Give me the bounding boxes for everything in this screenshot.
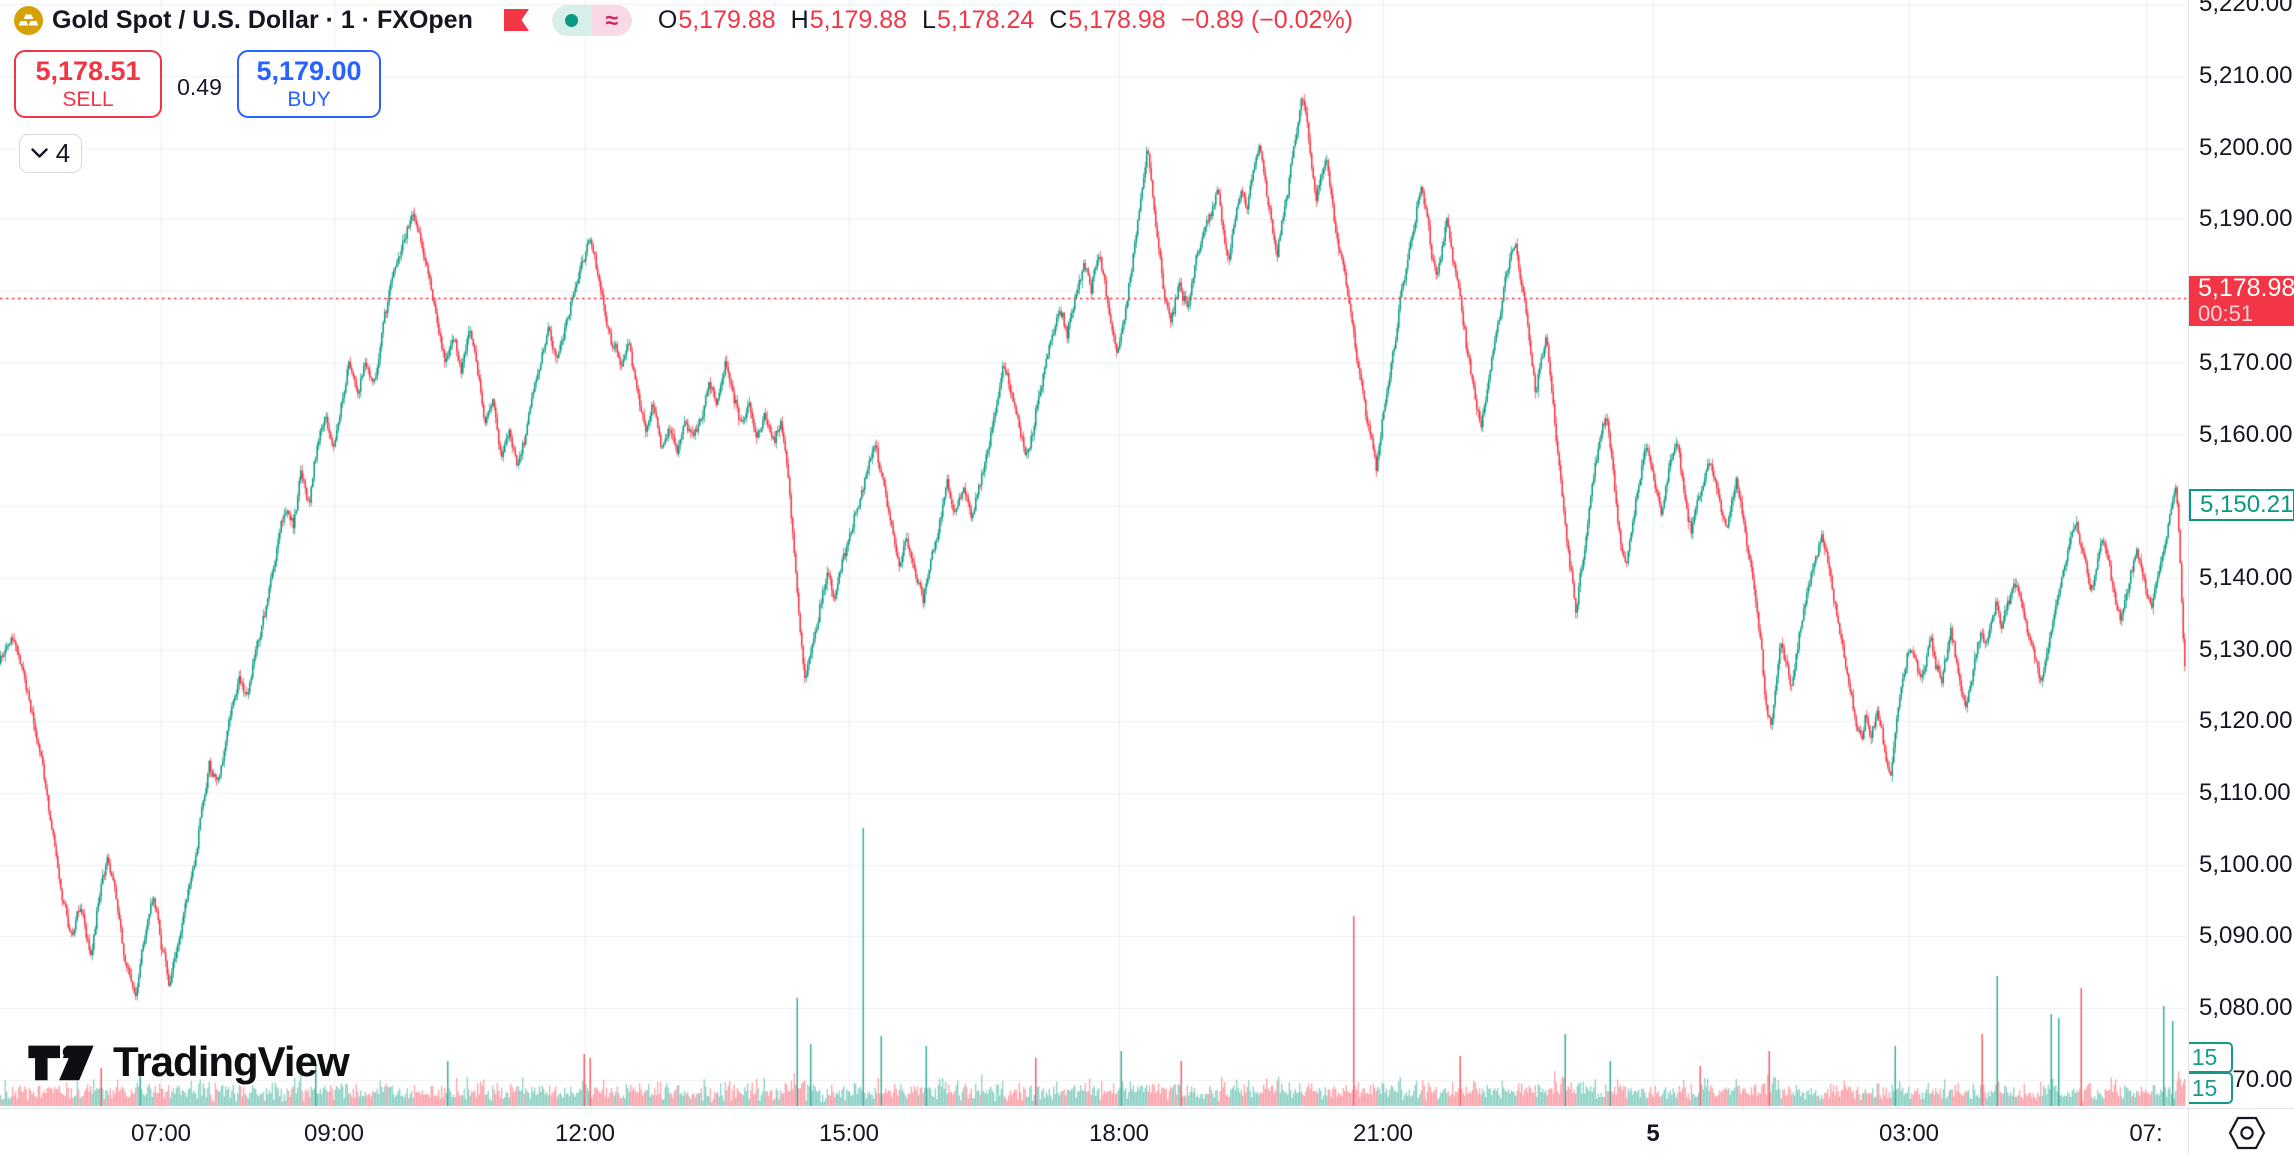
price-axis[interactable]: 5,070.00 5,080.00 5,090.00 5,100.00 5,110.00… bbox=[2188, 0, 2294, 1108]
price-axis-label: 5,120.00 bbox=[2199, 707, 2293, 734]
sell-button[interactable]: 5,178.51 SELL bbox=[14, 50, 162, 118]
tradingview-logo-icon bbox=[28, 1045, 94, 1081]
chevron-down-icon bbox=[31, 148, 48, 158]
time-axis-label: 12:00 bbox=[554, 1120, 616, 1147]
time-axis-label: 18:00 bbox=[1088, 1120, 1150, 1147]
time-axis-label: 03:00 bbox=[1878, 1120, 1940, 1147]
axis-corner-separator bbox=[2188, 1109, 2189, 1155]
legend-open-value: 5,179.88 bbox=[678, 5, 776, 34]
market-status-dot-section bbox=[551, 4, 592, 36]
tradingview-logo[interactable]: TradingView bbox=[25, 1038, 350, 1086]
symbol-title[interactable]: Gold Spot / U.S. Dollar · 1 · FXOpen bbox=[52, 5, 473, 34]
legend-close: C 5,178.98 bbox=[1049, 6, 1165, 35]
time-axis-label: 07:00 bbox=[130, 1120, 192, 1147]
flag-icon[interactable] bbox=[503, 8, 530, 32]
price-axis-label: 5,130.00 bbox=[2199, 636, 2293, 663]
legend-open: O 5,179.88 bbox=[658, 6, 776, 35]
price-axis-label: 5,220.00 bbox=[2199, 0, 2293, 17]
candle-count-value: 4 bbox=[55, 138, 71, 168]
buy-button[interactable]: 5,179.00 BUY bbox=[237, 50, 381, 118]
price-axis-label: 5,200.00 bbox=[2199, 134, 2293, 161]
candle-count-dropdown[interactable]: 4 bbox=[19, 134, 82, 173]
price-axis-label: 5,100.00 bbox=[2199, 851, 2293, 878]
time-axis-label: 09:00 bbox=[303, 1120, 365, 1147]
gold-symbol-icon bbox=[14, 5, 43, 35]
time-axis[interactable]: 07:00 09:00 12:00 15:00 18:00 21:00 5 03:00 07: bbox=[0, 1108, 2294, 1155]
volume-scale-label: 15 bbox=[2189, 1072, 2233, 1104]
price-axis-label: 5,170.00 bbox=[2199, 349, 2293, 376]
sell-price: 5,178.51 bbox=[35, 55, 141, 86]
market-open-dot-icon bbox=[565, 13, 579, 27]
buy-label: BUY bbox=[287, 87, 331, 111]
indicator-price-label: 5,150.21 bbox=[2189, 489, 2294, 521]
last-price-value: 5,178.98 bbox=[2198, 274, 2294, 303]
price-axis-label: 5,210.00 bbox=[2199, 62, 2293, 89]
symbol-header: Gold Spot / U.S. Dollar · 1 · FXOpen ≈ O… bbox=[14, 4, 1353, 36]
buy-price: 5,179.00 bbox=[256, 55, 362, 86]
legend-high-value: 5,179.88 bbox=[809, 5, 908, 34]
legend-low-value: 5,178.24 bbox=[936, 5, 1035, 34]
market-status-pill[interactable]: ≈ bbox=[551, 4, 632, 36]
tradingview-logo-text: TradingView bbox=[113, 1038, 350, 1085]
time-axis-label: 21:00 bbox=[1352, 1120, 1414, 1147]
legend-open-key: O bbox=[657, 5, 678, 34]
legend-close-key: C bbox=[1049, 5, 1068, 34]
legend-change: −0.89 (−0.02%) bbox=[1180, 5, 1353, 34]
chart-pane[interactable]: Gold Spot / U.S. Dollar · 1 · FXOpen ≈ O… bbox=[0, 0, 2188, 1108]
indicator-price-value: 5,150.21 bbox=[2200, 491, 2294, 518]
time-axis-label: 15:00 bbox=[818, 1120, 880, 1147]
volume-scale-label: 15 bbox=[2189, 1042, 2233, 1073]
legend-high-key: H bbox=[790, 5, 809, 34]
price-axis-label: 5,080.00 bbox=[2199, 994, 2293, 1021]
bar-countdown: 00:51 bbox=[2198, 300, 2254, 326]
candlestick-canvas[interactable] bbox=[0, 0, 2188, 1108]
legend-high: H 5,179.88 bbox=[791, 6, 907, 35]
spread-value: 0.49 bbox=[177, 74, 222, 100]
price-axis-label: 5,190.00 bbox=[2199, 205, 2293, 232]
time-axis-label: 5 bbox=[1646, 1120, 1660, 1147]
price-axis-label: 5,090.00 bbox=[2199, 922, 2293, 949]
price-axis-label: 5,140.00 bbox=[2199, 564, 2293, 591]
last-price-label: 5,178.98 00:51 bbox=[2189, 274, 2294, 326]
approx-prices-icon: ≈ bbox=[605, 6, 619, 33]
price-axis-label: 5,160.00 bbox=[2199, 421, 2293, 448]
axis-settings-gear-icon[interactable] bbox=[2228, 1115, 2266, 1151]
legend-close-value: 5,178.98 bbox=[1068, 5, 1166, 34]
ohlc-legend: O 5,179.88 H 5,179.88 L 5,178.24 C 5,178… bbox=[658, 6, 1353, 35]
sell-label: SELL bbox=[62, 87, 114, 111]
legend-low-key: L bbox=[922, 5, 936, 34]
time-axis-label: 07: bbox=[2129, 1120, 2163, 1147]
price-axis-label: 5,110.00 bbox=[2199, 779, 2291, 806]
approx-prices-section: ≈ bbox=[591, 4, 632, 36]
legend-low: L 5,178.24 bbox=[922, 6, 1034, 35]
